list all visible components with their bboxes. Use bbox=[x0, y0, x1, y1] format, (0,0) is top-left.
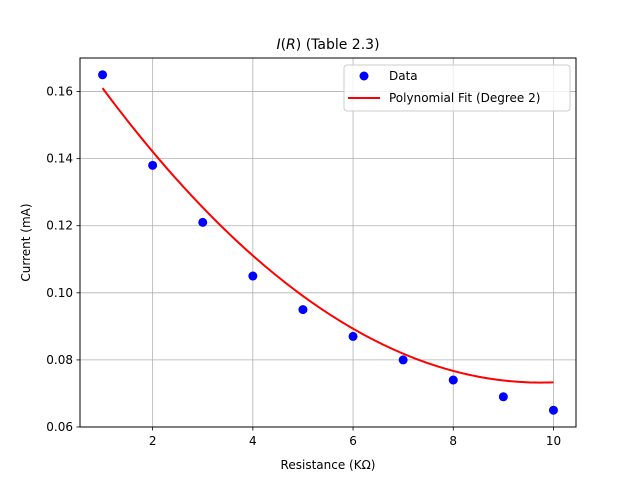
chart-title: I(R) (Table 2.3) bbox=[276, 37, 379, 53]
data-point bbox=[198, 217, 208, 227]
data-point bbox=[548, 405, 558, 415]
legend-label-fit: Polynomial Fit (Degree 2) bbox=[389, 91, 540, 105]
legend-label-data: Data bbox=[389, 69, 418, 83]
data-point bbox=[398, 355, 408, 365]
y-tick-label: 0.16 bbox=[46, 85, 73, 99]
data-point bbox=[98, 70, 108, 80]
x-axis-title: Resistance (KΩ) bbox=[281, 458, 376, 472]
x-tick-label: 6 bbox=[349, 434, 357, 448]
data-point bbox=[248, 271, 258, 281]
data-point bbox=[148, 160, 158, 170]
data-point bbox=[348, 331, 358, 341]
y-axis-title: Current (mA) bbox=[19, 203, 33, 281]
y-tick-label: 0.10 bbox=[46, 286, 73, 300]
x-tick-label: 8 bbox=[449, 434, 457, 448]
x-tick-label: 10 bbox=[546, 434, 561, 448]
fit-line bbox=[101, 87, 554, 384]
legend-marker-data bbox=[359, 71, 369, 81]
fit-series bbox=[101, 87, 554, 384]
data-point bbox=[298, 305, 308, 315]
x-tick-label: 2 bbox=[149, 434, 157, 448]
data-point bbox=[448, 375, 458, 385]
plot-frame bbox=[79, 57, 577, 428]
x-tick-label: 4 bbox=[249, 434, 257, 448]
data-series bbox=[98, 70, 558, 415]
legend-box bbox=[343, 64, 571, 112]
y-tick-label: 0.08 bbox=[46, 353, 73, 367]
y-tick-label: 0.06 bbox=[46, 420, 73, 434]
legend: Data Polynomial Fit (Degree 2) bbox=[343, 64, 571, 112]
data-point bbox=[498, 392, 508, 402]
y-tick-label: 0.14 bbox=[46, 152, 73, 166]
y-tick-label: 0.12 bbox=[46, 219, 73, 233]
ticks: 2 4 6 8 10 0.06 0.08 0.10 0.12 0.14 0.16 bbox=[46, 85, 561, 448]
